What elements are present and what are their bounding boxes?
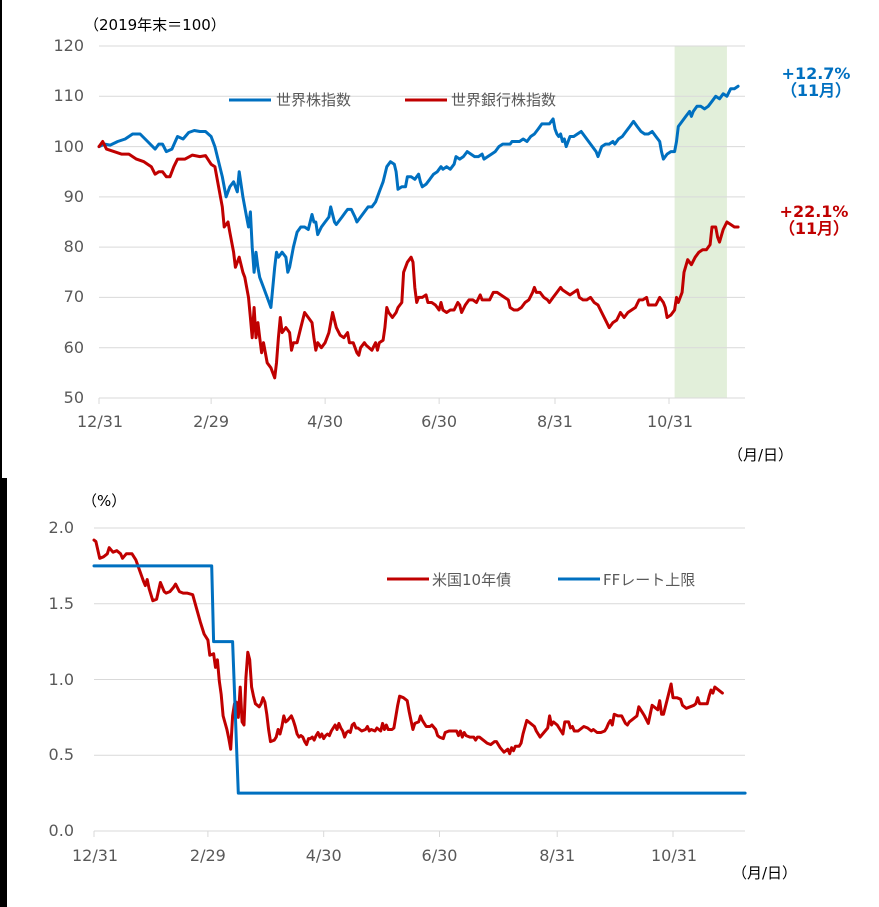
annotation-world-bank-stock: +22.1% （11月） bbox=[764, 203, 864, 237]
top-series-line-1 bbox=[97, 140, 740, 380]
legend-world-stock: 世界株指数 bbox=[276, 91, 352, 109]
top-x-tick-label: 2/29 bbox=[193, 412, 230, 431]
annotation-world-stock: +12.7% （11月） bbox=[766, 65, 866, 99]
bottom-x-tick-label: 2/29 bbox=[189, 846, 226, 865]
left-border-top bbox=[0, 0, 2, 478]
top-y-tick-label: 100 bbox=[53, 136, 84, 156]
bottom-series-line-0 bbox=[92, 538, 724, 756]
top-chart-unit-label: （2019年末＝100） bbox=[84, 16, 226, 34]
annotation-world-stock-period: （11月） bbox=[780, 81, 852, 100]
top-chart-x-unit-label: （月/日） bbox=[728, 446, 794, 464]
top-x-tick-label: 8/31 bbox=[537, 412, 573, 431]
bottom-x-tick-label: 4/30 bbox=[305, 846, 342, 865]
annotation-world-stock-value: +12.7% bbox=[781, 64, 851, 83]
annotation-world-bank-stock-value: +22.1% bbox=[779, 202, 849, 221]
top-x-tick-label: 4/30 bbox=[307, 412, 344, 431]
top-series-line-0 bbox=[97, 84, 740, 309]
top-x-tick-label: 10/31 bbox=[647, 412, 694, 431]
top-y-tick-label: 120 bbox=[53, 36, 84, 55]
bottom-chart-unit-label: （%） bbox=[82, 492, 127, 510]
top-y-tick-label: 70 bbox=[63, 287, 84, 307]
bottom-y-tick-label: 0.5 bbox=[48, 745, 74, 765]
bottom-chart-x-unit-label: （月/日） bbox=[732, 864, 798, 882]
bottom-y-tick-label: 2.0 bbox=[48, 518, 74, 537]
legend-world-bank-stock: 世界銀行株指数 bbox=[451, 91, 557, 109]
bottom-x-tick-label: 10/31 bbox=[651, 846, 698, 865]
top-y-tick-label: 50 bbox=[63, 388, 84, 407]
top-x-tick-label: 6/30 bbox=[421, 412, 458, 431]
bottom-series-line-1 bbox=[92, 564, 747, 795]
annotation-world-bank-stock-period: （11月） bbox=[778, 219, 850, 238]
top-x-tick-label: 12/31 bbox=[77, 412, 124, 431]
top-y-tick-label: 110 bbox=[53, 86, 84, 106]
bottom-x-tick-label: 8/31 bbox=[539, 846, 576, 865]
top-highlight-band bbox=[674, 46, 727, 398]
bottom-x-tick-label: 6/30 bbox=[421, 846, 458, 865]
top-y-tick-label: 90 bbox=[63, 186, 84, 206]
top-y-tick-label: 60 bbox=[63, 337, 84, 357]
bottom-y-tick-label: 1.0 bbox=[48, 669, 74, 689]
bottom-y-tick-label: 0.0 bbox=[48, 821, 74, 840]
top-y-tick-label: 80 bbox=[63, 237, 84, 257]
legend-us-10y: 米国10年債 bbox=[432, 571, 512, 589]
legend-ff-rate-upper: FFレート上限 bbox=[603, 571, 696, 589]
bottom-y-tick-label: 1.5 bbox=[48, 593, 74, 613]
left-border-bottom bbox=[0, 478, 7, 907]
bottom-x-tick-label: 12/31 bbox=[72, 846, 119, 865]
